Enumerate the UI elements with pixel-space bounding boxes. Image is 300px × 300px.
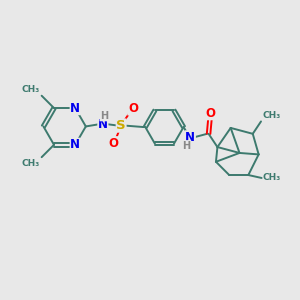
Text: O: O	[108, 137, 118, 150]
Text: CH₃: CH₃	[22, 159, 40, 168]
Text: H: H	[182, 141, 190, 151]
Text: H: H	[100, 111, 108, 121]
Text: O: O	[205, 107, 215, 120]
Text: CH₃: CH₃	[262, 111, 280, 120]
Text: CH₃: CH₃	[22, 85, 40, 94]
Text: CH₃: CH₃	[263, 173, 281, 182]
Text: N: N	[70, 102, 80, 115]
Text: N: N	[70, 138, 80, 151]
Text: S: S	[116, 119, 126, 132]
Text: N: N	[98, 118, 108, 130]
Text: O: O	[128, 102, 138, 115]
Text: N: N	[185, 131, 195, 144]
